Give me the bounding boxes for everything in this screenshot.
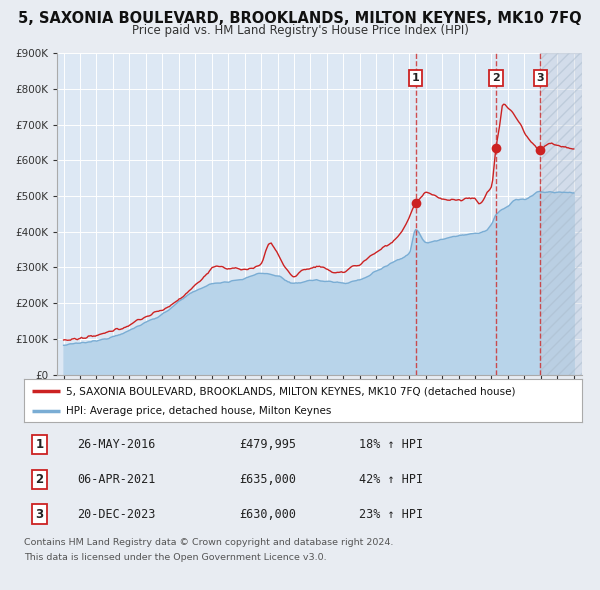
Text: £479,995: £479,995 [239, 438, 296, 451]
Text: 2: 2 [492, 73, 500, 83]
Text: 18% ↑ HPI: 18% ↑ HPI [359, 438, 423, 451]
Text: Contains HM Land Registry data © Crown copyright and database right 2024.: Contains HM Land Registry data © Crown c… [24, 538, 394, 547]
Text: 20-DEC-2023: 20-DEC-2023 [77, 508, 155, 521]
Text: 23% ↑ HPI: 23% ↑ HPI [359, 508, 423, 521]
Bar [541, 53, 582, 375]
Text: 42% ↑ HPI: 42% ↑ HPI [359, 473, 423, 486]
Text: 5, SAXONIA BOULEVARD, BROOKLANDS, MILTON KEYNES, MK10 7FQ (detached house): 5, SAXONIA BOULEVARD, BROOKLANDS, MILTON… [66, 386, 515, 396]
Text: 3: 3 [536, 73, 544, 83]
Text: HPI: Average price, detached house, Milton Keynes: HPI: Average price, detached house, Milt… [66, 407, 331, 416]
Text: £635,000: £635,000 [239, 473, 296, 486]
Text: £630,000: £630,000 [239, 508, 296, 521]
Text: 5, SAXONIA BOULEVARD, BROOKLANDS, MILTON KEYNES, MK10 7FQ: 5, SAXONIA BOULEVARD, BROOKLANDS, MILTON… [18, 11, 582, 25]
Text: Price paid vs. HM Land Registry's House Price Index (HPI): Price paid vs. HM Land Registry's House … [131, 24, 469, 37]
Text: 06-APR-2021: 06-APR-2021 [77, 473, 155, 486]
Text: This data is licensed under the Open Government Licence v3.0.: This data is licensed under the Open Gov… [24, 553, 326, 562]
Text: 2: 2 [35, 473, 44, 486]
Text: 26-MAY-2016: 26-MAY-2016 [77, 438, 155, 451]
Text: 1: 1 [412, 73, 419, 83]
Text: 1: 1 [35, 438, 44, 451]
Text: 3: 3 [35, 508, 44, 521]
Bar [541, 53, 582, 375]
